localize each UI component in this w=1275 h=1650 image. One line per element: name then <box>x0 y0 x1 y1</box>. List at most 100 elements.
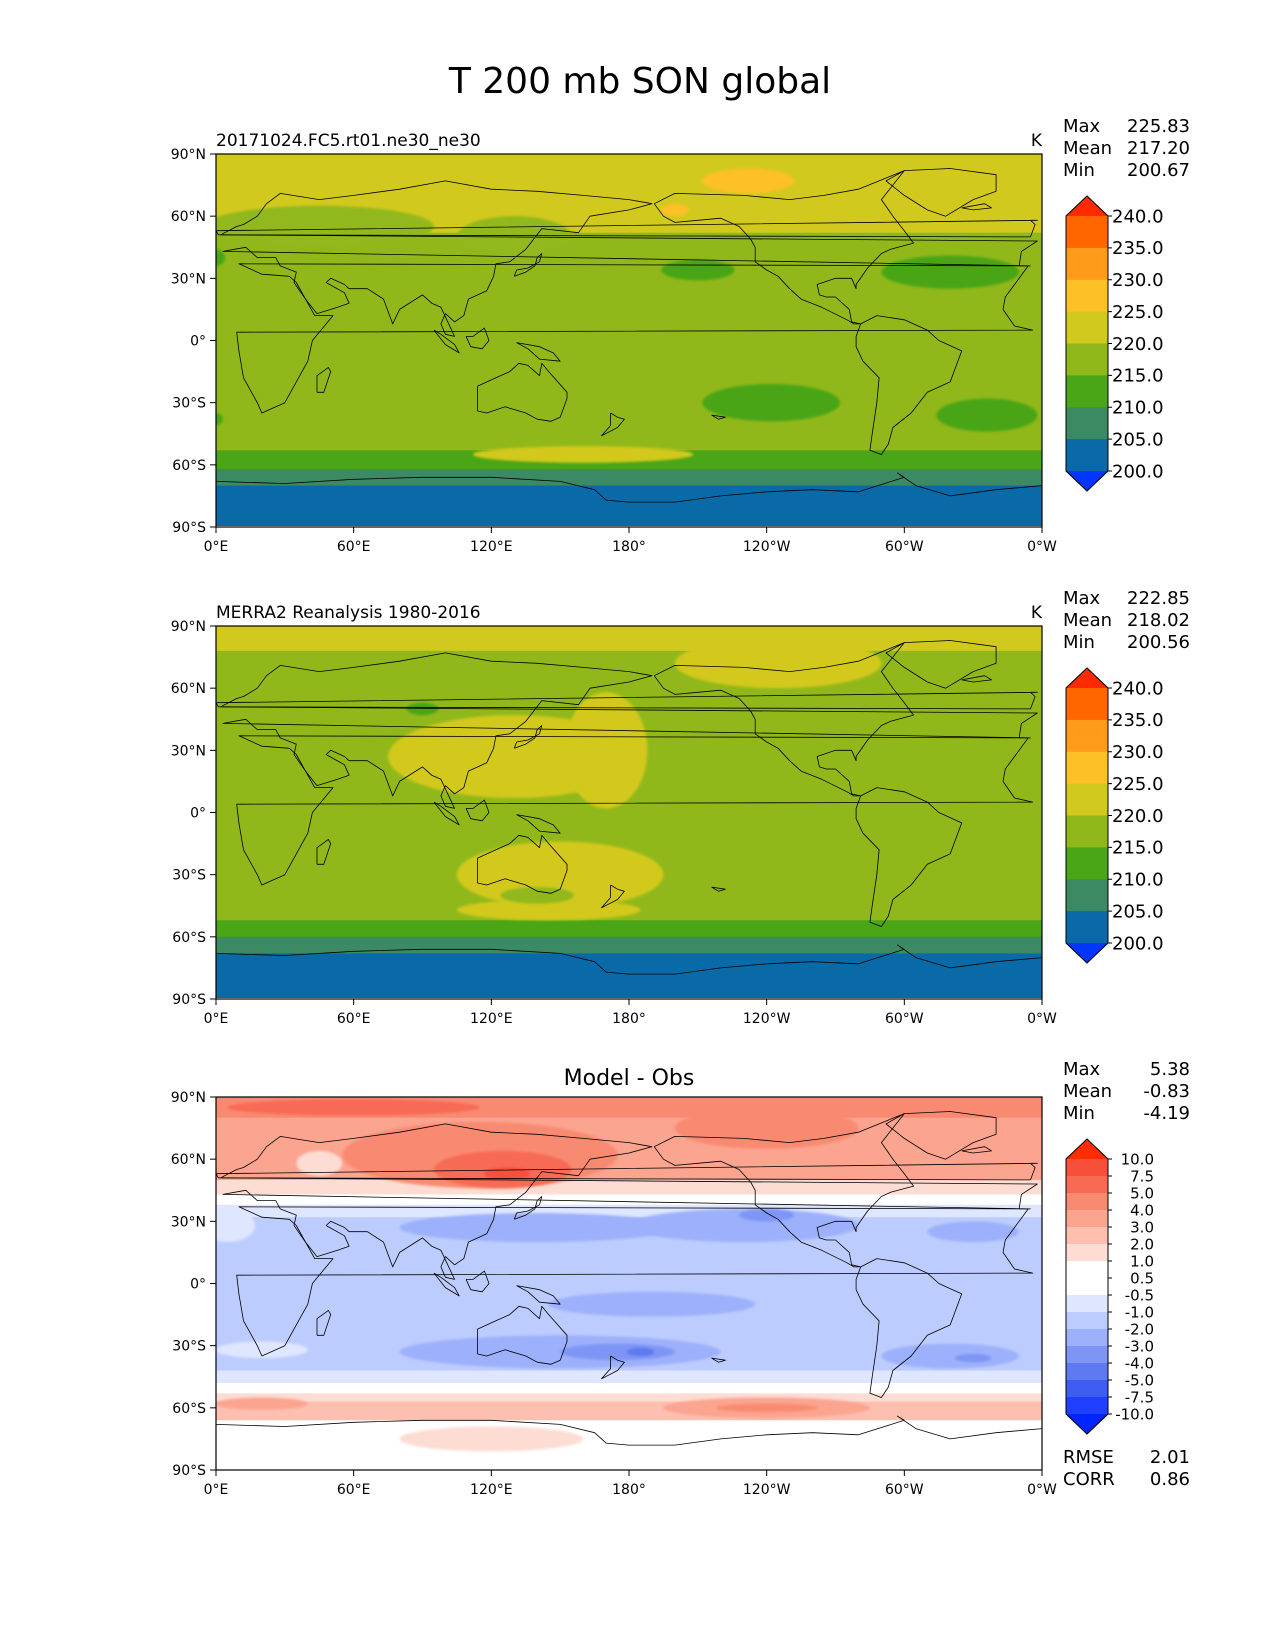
colorbar-tick-label: 210.0 <box>1112 870 1164 891</box>
coastline <box>220 1123 1038 1280</box>
field-contour <box>702 384 841 422</box>
y-tick-label: 60°N <box>171 1152 206 1168</box>
colorbar-tick-label: 2.0 <box>1130 1235 1154 1253</box>
x-tick-label: 0°E <box>204 1482 229 1498</box>
x-tick-label: 180° <box>612 539 646 555</box>
colorbar-tick-label: 200.0 <box>1112 933 1164 954</box>
y-tick-label: 60°N <box>171 209 206 225</box>
stat-value-min: 200.56 <box>1127 632 1190 653</box>
coastline <box>236 263 1034 414</box>
stat-label-corr: CORR <box>1063 1469 1115 1490</box>
y-tick-label: 60°S <box>172 458 206 474</box>
colorbar-box <box>1066 279 1108 313</box>
coastline <box>513 1196 543 1220</box>
field-contour <box>626 1347 655 1357</box>
field-contour <box>954 1353 992 1363</box>
x-tick-label: 0°E <box>204 1011 229 1027</box>
field-contour <box>399 1213 675 1243</box>
y-tick-label: 60°N <box>171 681 206 697</box>
coastlines <box>216 168 1042 503</box>
coastline <box>465 327 490 350</box>
colorbar-extend-max <box>1066 1139 1108 1159</box>
colorbar-box <box>1066 375 1108 408</box>
field-band <box>216 936 1042 954</box>
coastline <box>711 1357 726 1363</box>
colorbar-tick-label: 5.0 <box>1130 1184 1154 1202</box>
stat-value-corr: 0.86 <box>1150 1469 1190 1490</box>
colorbar-box <box>1066 343 1108 376</box>
field-contour <box>702 168 795 194</box>
colorbar-box <box>1066 847 1108 880</box>
field-band <box>216 468 1042 487</box>
stat-label-max: Max <box>1063 1059 1101 1080</box>
coastline <box>653 1113 914 1268</box>
coastline <box>513 725 543 749</box>
field-contour <box>936 398 1038 432</box>
coastline <box>220 180 1038 337</box>
colorbar-tick-label: 240.0 <box>1112 678 1164 699</box>
colorbar-extend-min <box>1066 1414 1108 1434</box>
y-tick-label: 90°N <box>171 619 206 635</box>
colorbar-tick-label: 230.0 <box>1112 742 1164 763</box>
field-contour <box>564 692 648 809</box>
colorbar-tick-label: 220.0 <box>1112 806 1164 827</box>
stat-label-min: Min <box>1063 1103 1095 1124</box>
field-contour <box>216 1208 255 1243</box>
stat-label-mean: Mean <box>1063 1081 1112 1102</box>
colorbar-tick-label: 240.0 <box>1112 206 1164 227</box>
colorbar-tick-label: 220.0 <box>1112 334 1164 355</box>
coastline <box>855 315 963 455</box>
coastline <box>855 787 963 927</box>
y-tick-label: 30°S <box>172 868 206 884</box>
coastlines <box>216 1111 1042 1446</box>
colorbar: 240.0 235.0 230.0 225.0 220.0 215.0 210.0 205.0… <box>1065 195 1164 492</box>
coastline <box>711 886 726 892</box>
field-contour <box>927 1221 1020 1243</box>
colorbar: 10.07.55.04.03.02.01.00.5-0.5-1.0-2.0-3.… <box>1065 1138 1154 1435</box>
stat-value-max: 225.83 <box>1127 116 1190 137</box>
stat-label-max: Max <box>1063 116 1101 137</box>
panel-1: 90°N 60°N 30°N 0° 30°S 60°S 90°S 0°E 60°E 120°E 18… <box>171 116 1190 555</box>
coastline <box>513 253 543 277</box>
colorbar-tick-label: 4.0 <box>1130 1201 1154 1219</box>
field-contour <box>296 1150 343 1176</box>
coastline <box>465 1270 490 1293</box>
panel-3: 90°N 60°N 30°N 0° 30°S 60°S 90°S 0°E 60°E 120°E 18… <box>171 1059 1190 1498</box>
colorbar-tick-label: 225.0 <box>1112 774 1164 795</box>
colorbar-extend-min <box>1066 943 1108 963</box>
x-tick-label: 180° <box>612 1482 646 1498</box>
x-tick-label: 0°E <box>204 539 229 555</box>
field-contour <box>674 1107 859 1149</box>
stat-value-rmse: 2.01 <box>1150 1447 1190 1468</box>
colorbar-box <box>1066 1380 1108 1398</box>
x-tick-label: 0°W <box>1027 539 1057 555</box>
stat-label-max: Max <box>1063 588 1101 609</box>
coastline <box>961 1146 992 1154</box>
colorbar-box <box>1066 1261 1108 1279</box>
coastline <box>601 1355 625 1380</box>
colorbar-tick-label: 3.0 <box>1130 1218 1154 1236</box>
coastline <box>316 367 332 393</box>
colorbar-box <box>1066 1193 1108 1211</box>
colorbar-tick-label: -1.0 <box>1125 1303 1154 1321</box>
colorbar-tick-label: -3.0 <box>1125 1337 1154 1355</box>
stat-label-mean: Mean <box>1063 610 1112 631</box>
colorbar-tick-label: -4.0 <box>1125 1354 1154 1372</box>
field-contour <box>216 205 434 248</box>
field-contour <box>484 1167 531 1180</box>
coastline <box>885 640 997 689</box>
colorbar-tick-label: -7.5 <box>1125 1388 1154 1406</box>
y-tick-label: 60°S <box>172 1401 206 1417</box>
y-tick-label: 30°S <box>172 1339 206 1355</box>
field-band <box>216 1179 1042 1195</box>
y-tick-label: 90°S <box>172 520 206 536</box>
field-band <box>216 626 1042 652</box>
coastline <box>216 1162 1038 1181</box>
colorbar-box <box>1066 1363 1108 1381</box>
panel-2: 90°N 60°N 30°N 0° 30°S 60°S 90°S 0°E 60°E 120°E 18… <box>171 588 1190 1027</box>
colorbar-tick-label: 205.0 <box>1112 429 1164 450</box>
colorbar-box <box>1066 439 1108 472</box>
x-tick-label: 120°E <box>470 1482 513 1498</box>
colorbar-box <box>1066 247 1108 281</box>
